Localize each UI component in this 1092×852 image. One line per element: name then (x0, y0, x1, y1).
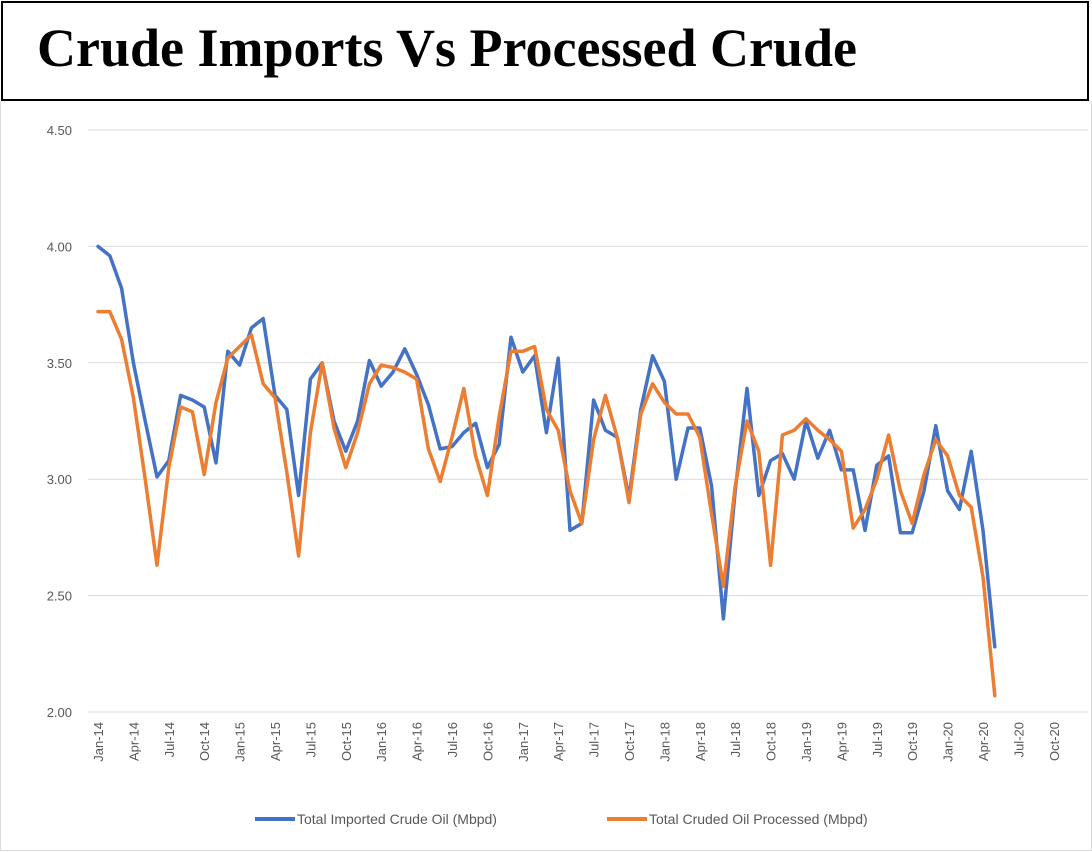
series-line-imported (96, 244, 997, 649)
x-tick-label: Jul-15 (303, 722, 318, 757)
x-tick-label: Jan-19 (799, 722, 814, 762)
x-tick-label: Jul-20 (1011, 722, 1026, 757)
x-tick-label: Jan-18 (657, 722, 672, 762)
x-tick-label: Apr-20 (976, 722, 991, 761)
x-tick-label: Jul-17 (587, 722, 602, 757)
x-tick-label: Jan-15 (233, 722, 248, 762)
x-tick-label: Oct-14 (197, 722, 212, 761)
x-tick-label: Apr-15 (268, 722, 283, 761)
y-tick-label: 3.50 (47, 356, 72, 371)
x-tick-label: Oct-17 (622, 722, 637, 761)
y-tick-label: 2.00 (47, 705, 72, 720)
y-tick-label: 3.00 (47, 472, 72, 487)
x-tick-label: Jul-16 (445, 722, 460, 757)
y-tick-label: 4.00 (47, 239, 72, 254)
x-tick-label: Oct-19 (905, 722, 920, 761)
x-tick-label: Oct-20 (1047, 722, 1062, 761)
x-tick-label: Jan-20 (941, 722, 956, 762)
x-tick-label: Apr-18 (693, 722, 708, 761)
x-tick-label: Apr-19 (834, 722, 849, 761)
x-tick-label: Apr-14 (126, 722, 141, 761)
x-tick-label: Jan-14 (91, 722, 106, 762)
chart-title: Crude Imports Vs Processed Crude (37, 18, 857, 78)
x-tick-label: Oct-15 (339, 722, 354, 761)
legend-label: Total Cruded Oil Processed (Mbpd) (649, 811, 868, 827)
x-tick-label: Apr-17 (551, 722, 566, 761)
x-tick-label: Jul-19 (870, 722, 885, 757)
x-tick-label: Oct-18 (764, 722, 779, 761)
y-tick-label: 2.50 (47, 589, 72, 604)
x-tick-label: Apr-16 (410, 722, 425, 761)
x-tick-label: Jul-14 (162, 722, 177, 757)
x-tick-label: Jan-16 (374, 722, 389, 762)
legend-label: Total Imported Crude Oil (Mbpd) (297, 811, 497, 827)
x-tick-label: Oct-16 (480, 722, 495, 761)
title-box: Crude Imports Vs Processed Crude (1, 1, 1089, 101)
x-tick-label: Jul-18 (728, 722, 743, 757)
x-tick-label: Jan-17 (516, 722, 531, 762)
y-tick-label: 4.50 (47, 123, 72, 138)
